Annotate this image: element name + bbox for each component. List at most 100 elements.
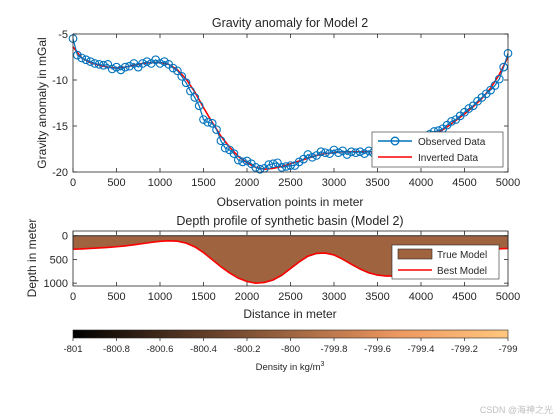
observed-data-point: [155, 59, 165, 68]
observed-data-point: [320, 148, 330, 158]
gravity-y-axis-label: Gravity anomaly in mGal: [35, 37, 49, 168]
observed-data-point: [107, 64, 117, 74]
depth-x-tick-labels: 0 500 1000 1500 2000 2500 3000 3500 4000 4500 5000: [70, 291, 520, 303]
observed-data-point: [490, 81, 500, 90]
observed-data-point: [138, 59, 147, 68]
observed-data-point: [277, 163, 287, 172]
depth-x-tick-label: 4000: [409, 291, 433, 303]
observed-data-point: [268, 159, 278, 169]
observed-data-point: [355, 147, 365, 157]
legend-true-model-swatch: [397, 248, 433, 260]
colorbar-tick-label: -801: [63, 344, 82, 355]
gravity-y-tick-label: -5: [58, 29, 68, 41]
gravity-x-tick-label: 1000: [148, 177, 172, 189]
observed-data-point: [112, 62, 121, 72]
observed-data-point: [120, 62, 130, 72]
colorbar-tick-labels: -801 -800.8 -800.6 -800.4 -800.2 -800 -799.8 -7…: [63, 338, 518, 355]
observed-data-point: [447, 117, 456, 126]
depth-y-tick-label: 500: [50, 254, 68, 266]
colorbar-tick-label: -799.8: [321, 344, 348, 355]
depth-x-tick-label: 0: [70, 291, 76, 303]
observed-data-point: [81, 55, 91, 65]
legend-inverted-label: Inverted Data: [418, 153, 478, 164]
depth-x-tick-label: 3500: [365, 291, 389, 303]
depth-x-tick-label: 4500: [452, 291, 476, 303]
observed-data-point: [486, 85, 495, 95]
observed-data-point: [303, 150, 313, 159]
gravity-y-tick-label: -10: [52, 75, 68, 87]
colorbar-tick-label: -800.8: [103, 344, 130, 355]
observed-data-point: [199, 115, 208, 124]
observed-data-point: [329, 145, 339, 155]
observed-data-point: [233, 155, 243, 165]
colorbar-label-superscript: 3: [321, 361, 325, 368]
depth-legend: True Model Best Model: [391, 244, 500, 280]
observed-data-point: [220, 143, 230, 153]
legend-observed-label: Observed Data: [418, 137, 486, 148]
colorbar-tick-label: -799.4: [408, 344, 435, 355]
observed-data-point: [160, 57, 169, 66]
colorbar-tick-label: -800.4: [190, 344, 217, 355]
colorbar-tick-label: -800.2: [234, 344, 261, 355]
observed-data-point: [194, 101, 204, 111]
observed-data-point: [116, 65, 126, 75]
colorbar-tick-label: -799.2: [451, 344, 478, 355]
observed-data-point: [212, 125, 221, 135]
depth-y-axis-label: Depth in meter: [25, 219, 39, 298]
depth-x-tick-label: 5000: [496, 291, 520, 303]
legend-observed-marker: [390, 136, 400, 146]
watermark-text: CSDN @海神之光: [480, 404, 553, 415]
colorbar-label: Density in kg/m3: [256, 361, 325, 373]
observed-data-point: [103, 60, 113, 69]
depth-x-tick-label: 1500: [191, 291, 215, 303]
observed-data-point: [168, 63, 178, 73]
gravity-legend: Observed Data Inverted Data: [371, 131, 504, 168]
observed-data-point: [186, 86, 195, 96]
colorbar-tick-label: -800: [281, 344, 300, 355]
gravity-x-tick-label: 5000: [496, 177, 520, 189]
observed-data-point: [351, 148, 361, 158]
observed-data-point: [334, 148, 343, 158]
gravity-chart-title: Gravity anomaly for Model 2: [212, 16, 368, 30]
observed-data-point: [94, 60, 104, 69]
gravity-anomaly-chart: Gravity anomaly for Model 2 0 500 1000 1500…: [35, 16, 520, 209]
gravity-x-tick-label: 2500: [278, 177, 302, 189]
gravity-y-tick-label: -20: [52, 167, 68, 179]
gravity-x-tick-label: 2000: [235, 177, 259, 189]
gravity-x-tick-label: 1500: [191, 177, 215, 189]
observed-data-point: [86, 57, 95, 66]
observed-data-point: [177, 71, 187, 81]
observed-data-point: [316, 147, 326, 157]
depth-x-tick-label: 3000: [322, 291, 346, 303]
colorbar-tick-label: -799.6: [364, 344, 391, 355]
gravity-x-tick-label: 3000: [322, 177, 346, 189]
depth-plot-frame: [72, 230, 509, 287]
gravity-x-tick-labels: 0 500 1000 1500 2000 2500 3000 3500 4000 4500 5000: [70, 177, 520, 189]
depth-y-tick-labels: 0 500 1000: [44, 231, 68, 290]
colorbar-gradient: [72, 329, 509, 339]
observed-data-point: [342, 150, 352, 159]
gravity-y-tick-labels: -5 -10 -15 -20: [52, 29, 68, 179]
depth-x-tick-label: 2000: [235, 291, 259, 303]
observed-data-point: [499, 62, 509, 72]
depth-y-tick-label: 1000: [44, 278, 68, 290]
depth-x-tick-label: 2500: [278, 291, 302, 303]
gravity-x-tick-label: 500: [107, 177, 125, 189]
observed-data-point: [347, 147, 356, 157]
observed-data-point: [468, 101, 478, 111]
observed-data-point: [464, 104, 474, 113]
observed-data-point: [264, 160, 274, 169]
observed-data-point: [125, 61, 134, 71]
gravity-x-tick-label: 4500: [452, 177, 476, 189]
observed-data-line: [72, 38, 509, 170]
depth-y-tick-label: 0: [62, 231, 68, 243]
observed-data-point: [173, 66, 182, 76]
depth-chart-title: Depth profile of synthetic basin (Model …: [176, 214, 403, 228]
observed-data-point: [360, 149, 369, 158]
density-colorbar: -801 -800.8 -800.6 -800.4 -800.2 -800 -799.8 -7…: [63, 329, 518, 373]
observed-data-point: [99, 60, 108, 70]
depth-x-tick-label: 1000: [148, 291, 172, 303]
observed-data-point: [77, 53, 87, 63]
observed-data-point: [190, 93, 200, 102]
